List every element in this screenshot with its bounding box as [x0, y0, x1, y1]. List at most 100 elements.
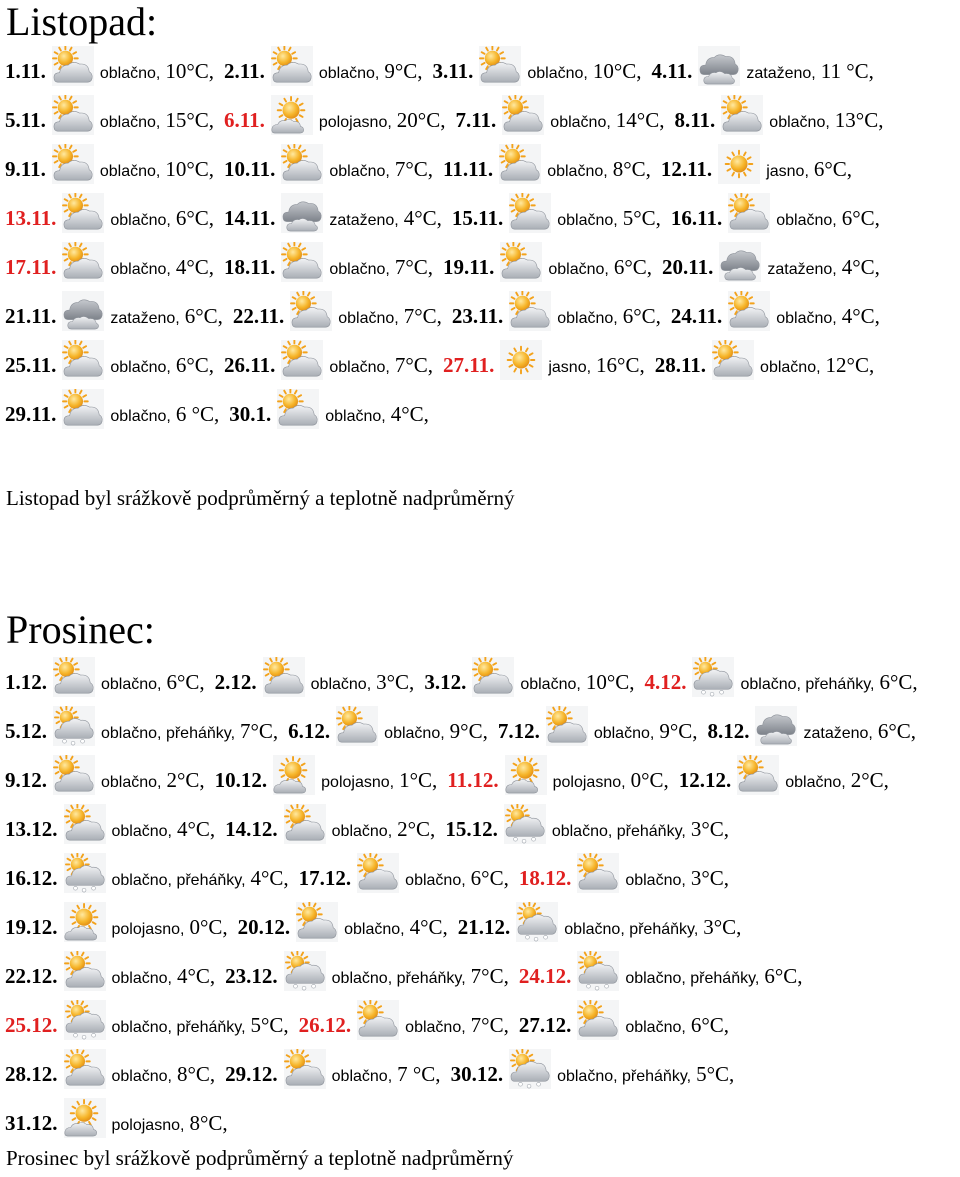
- entry-date: 11.12.: [447, 768, 499, 792]
- day-entry: 13.12. oblačno, 4°C,: [5, 798, 215, 844]
- entry-condition: oblačno,: [110, 261, 171, 278]
- entry-condition: zataženo,: [803, 725, 873, 742]
- entry-temperature: 9°C,: [659, 719, 698, 743]
- entry-condition: zataženo,: [329, 212, 399, 229]
- entry-temperature: 6°C,: [877, 719, 917, 743]
- entry-temperature: 16°C,: [596, 353, 645, 377]
- entry-temperature: 6°C,: [879, 670, 918, 694]
- entry-condition: oblačno,: [520, 676, 581, 693]
- showers-icon: [692, 657, 735, 697]
- partly-cloudy-icon: [51, 95, 94, 135]
- december-summary: Prosinec byl srážkově podprůměrný a tepl…: [6, 1146, 514, 1170]
- day-entry: 10.11. oblačno, 7°C,: [224, 138, 433, 184]
- entry-date: 7.11.: [455, 108, 497, 132]
- showers-icon: [577, 951, 620, 991]
- entry-temperature: 3°C,: [376, 670, 415, 694]
- day-entry: 12.11. jasno, 6°C,: [661, 138, 852, 184]
- entry-date: 15.12.: [445, 817, 498, 841]
- partly-cloudy-icon: [283, 1049, 326, 1089]
- entry-date: 8.12.: [707, 719, 750, 743]
- day-entry: 8.12. zataženo, 6°C,: [707, 700, 916, 746]
- day-entry: 30.12. oblačno, přeháňky, 5°C,: [451, 1043, 735, 1089]
- partly-cloudy-icon: [577, 1000, 620, 1040]
- entry-condition: oblačno,: [557, 310, 618, 327]
- entry-date: 3.12.: [424, 670, 467, 694]
- partly-cloudy-icon: [357, 1000, 400, 1040]
- entry-condition: oblačno, přeháňky,: [564, 921, 699, 938]
- mostly-sunny-icon: [270, 95, 313, 135]
- overcast-icon: [719, 242, 762, 282]
- entry-date: 26.11.: [224, 353, 276, 377]
- entry-date: 20.11.: [662, 255, 714, 279]
- entry-temperature: 2°C,: [850, 768, 889, 792]
- day-entry: 25.11. oblačno, 6°C,: [5, 334, 214, 380]
- day-entry: 29.12. oblačno, 7 °C,: [225, 1043, 441, 1089]
- entry-temperature: 7°C,: [470, 964, 509, 988]
- partly-cloudy-icon: [262, 657, 305, 697]
- day-entry: 10.12. polojasno, 1°C,: [215, 749, 437, 795]
- entry-date: 7.12.: [497, 719, 540, 743]
- entry-date: 19.11.: [443, 255, 495, 279]
- entry-date: 2.12.: [214, 670, 257, 694]
- partly-cloudy-icon: [277, 389, 320, 429]
- day-entry: 3.12. oblačno, 10°C,: [424, 651, 634, 697]
- day-entry: 22.12. oblačno, 4°C,: [5, 945, 215, 991]
- entry-condition: oblačno, přeháňky,: [557, 1068, 692, 1085]
- partly-cloudy-icon: [62, 193, 105, 233]
- entry-condition: oblačno,: [547, 163, 608, 180]
- day-entry: 21.11. zataženo, 6°C,: [5, 285, 223, 331]
- entry-temperature: 7°C,: [394, 353, 433, 377]
- entry-condition: oblačno,: [527, 65, 588, 82]
- entry-date: 26.12.: [298, 1013, 352, 1037]
- partly-cloudy-icon: [53, 755, 95, 795]
- entry-date: 17.12.: [298, 866, 352, 890]
- entry-condition: oblačno,: [625, 872, 686, 889]
- day-entry: 27.12. oblačno, 6°C,: [519, 994, 729, 1040]
- entry-date: 29.11.: [5, 402, 57, 426]
- entry-condition: oblačno,: [331, 823, 393, 840]
- entry-temperature: 10°C,: [592, 59, 642, 83]
- entry-date: 1.12.: [5, 670, 47, 694]
- entry-condition: oblačno,: [785, 774, 846, 791]
- entry-condition: polojasno,: [111, 1117, 185, 1134]
- entry-condition: oblačno,: [110, 359, 171, 376]
- entry-condition: oblačno, přeháňky,: [625, 970, 760, 987]
- day-entry: 17.11. oblačno, 4°C,: [5, 236, 214, 282]
- entry-date: 6.11.: [224, 108, 265, 132]
- partly-cloudy-icon: [728, 291, 771, 331]
- entry-condition: oblačno,: [548, 261, 609, 278]
- mostly-sunny-icon: [273, 755, 316, 795]
- sunny-icon: [500, 340, 543, 380]
- partly-cloudy-icon: [281, 340, 324, 380]
- entry-date: 5.12.: [5, 719, 47, 743]
- entry-condition: jasno,: [766, 163, 809, 180]
- entry-condition: oblačno,: [405, 872, 466, 889]
- entry-temperature: 6°C,: [166, 670, 205, 694]
- entry-temperature: 5°C,: [696, 1062, 735, 1086]
- entry-date: 15.11.: [451, 206, 504, 230]
- partly-cloudy-icon: [51, 144, 94, 184]
- entry-temperature: 13°C,: [834, 108, 884, 132]
- entry-temperature: 4°C,: [841, 255, 880, 279]
- entry-temperature: 2°C,: [166, 768, 205, 792]
- entry-date: 6.12.: [288, 719, 331, 743]
- day-entry: 2.12. oblačno, 3°C,: [214, 651, 415, 697]
- entry-date: 14.12.: [225, 817, 278, 841]
- entry-temperature: 15°C,: [165, 108, 214, 132]
- entry-temperature: 7°C,: [240, 719, 279, 743]
- month-title-december: Prosinec:: [6, 607, 155, 652]
- entry-temperature: 4°C,: [409, 915, 448, 939]
- entry-condition: oblačno,: [111, 823, 173, 840]
- day-entry: 18.12. oblačno, 3°C,: [519, 847, 729, 893]
- entry-date: 4.11.: [651, 59, 693, 83]
- partly-cloudy-icon: [737, 755, 780, 795]
- entry-temperature: 6°C,: [175, 353, 214, 377]
- day-entry: 1.12. oblačno, 6°C,: [5, 651, 205, 697]
- entry-condition: oblačno,: [325, 408, 386, 425]
- mostly-sunny-icon: [63, 902, 106, 942]
- day-entry: 20.12. oblačno, 4°C,: [238, 896, 448, 942]
- day-entry: 5.12. oblačno, přeháňky, 7°C,: [5, 700, 278, 746]
- partly-cloudy-icon: [62, 389, 105, 429]
- day-entry: 13.11. oblačno, 6°C,: [5, 187, 214, 233]
- showers-icon: [509, 1049, 552, 1089]
